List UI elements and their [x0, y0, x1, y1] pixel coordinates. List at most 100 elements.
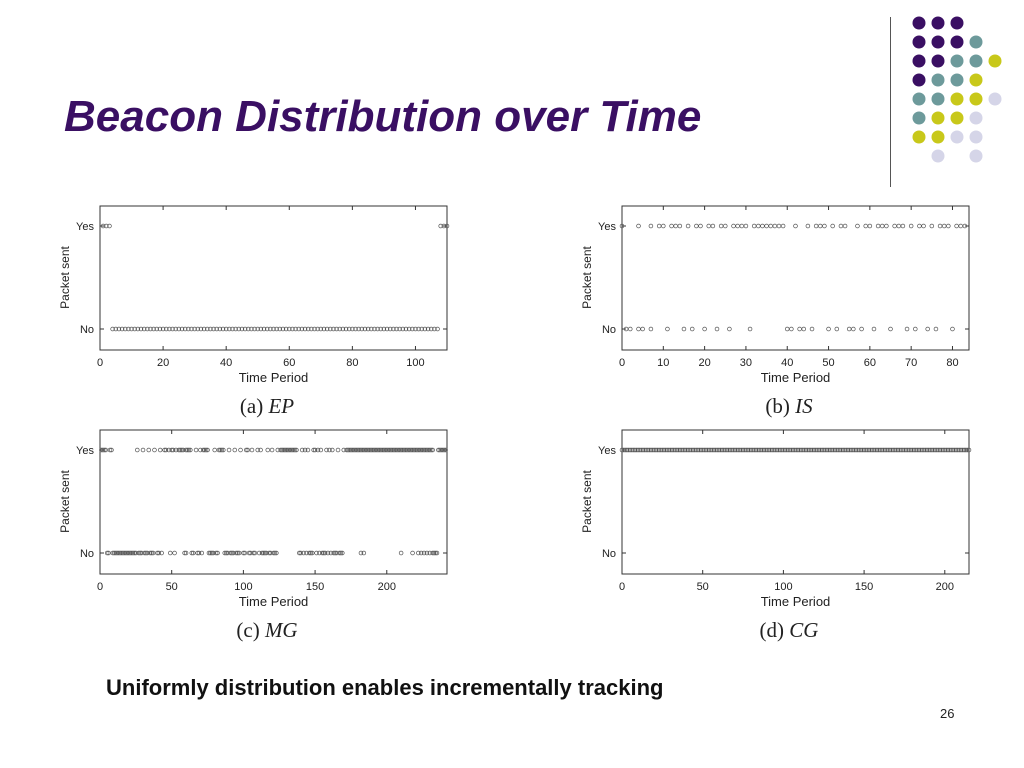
y-tick-label: No [80, 548, 94, 560]
data-point [744, 447, 749, 453]
data-point [731, 223, 736, 229]
data-point [911, 447, 917, 453]
data-point [898, 447, 904, 453]
data-point [321, 550, 326, 556]
data-point [840, 447, 846, 453]
decorative-dot [950, 35, 964, 49]
x-tick-label: 60 [283, 357, 295, 369]
data-point [291, 447, 296, 453]
data-point [135, 326, 141, 332]
data-point [236, 550, 242, 556]
data-point [921, 223, 926, 229]
data-point [439, 447, 444, 453]
data-point [953, 447, 959, 453]
data-point [797, 326, 802, 332]
data-point [952, 447, 957, 453]
data-point [398, 550, 404, 556]
data-point [208, 326, 213, 332]
data-point [317, 550, 322, 556]
data-point [242, 550, 248, 556]
data-point [923, 447, 928, 453]
data-point [726, 447, 731, 453]
data-point [853, 447, 859, 453]
decorative-dot [912, 111, 926, 125]
y-tick-label: Yes [76, 445, 94, 457]
data-point [170, 447, 176, 453]
data-point [391, 326, 396, 332]
data-point [917, 223, 922, 229]
x-tick-label: 40 [220, 357, 232, 369]
chart-is: 0 10 20 30 40 50 60 70 80 No Yes Time Period Packet … [580, 205, 970, 385]
data-point [168, 550, 173, 556]
data-point [205, 326, 210, 332]
data-point [215, 550, 220, 556]
y-tick-label: No [602, 324, 616, 336]
decorative-dot [931, 73, 945, 87]
data-point [351, 447, 357, 453]
data-point [375, 447, 381, 453]
data-point [919, 447, 925, 453]
data-point [352, 447, 358, 453]
data-point [434, 550, 440, 556]
x-tick-label: 150 [855, 581, 873, 593]
data-point [957, 447, 962, 453]
data-point [669, 223, 674, 229]
x-tick-label: 100 [774, 581, 792, 593]
data-point [145, 326, 150, 332]
data-point [185, 447, 190, 453]
data-point [663, 447, 668, 453]
data-point [427, 447, 433, 453]
data-point [428, 447, 434, 453]
slide-title: Beacon Distribution over Time [64, 92, 702, 141]
data-point [873, 447, 878, 453]
data-point [884, 447, 889, 453]
data-point [221, 447, 226, 453]
data-point [789, 447, 794, 453]
data-point [760, 447, 765, 453]
data-point [198, 326, 204, 332]
chart-panel-ep: 0 20 40 60 80 100 No Yes Time Period Packet sent … [52, 198, 482, 418]
data-point [747, 447, 752, 453]
data-point [846, 326, 852, 332]
data-point [277, 326, 283, 332]
data-point [195, 326, 201, 332]
data-point [677, 447, 683, 453]
data-point [652, 447, 657, 453]
data-point [847, 447, 852, 453]
data-point [385, 447, 391, 453]
data-point [750, 447, 755, 453]
data-point [292, 447, 298, 453]
data-point [753, 447, 759, 453]
data-point [112, 550, 117, 556]
data-point [365, 326, 371, 332]
data-point [708, 447, 714, 453]
plot-frame [621, 205, 970, 351]
data-point [337, 550, 342, 556]
data-point [299, 447, 305, 453]
data-point [866, 447, 872, 453]
data-point [350, 326, 355, 332]
data-point [934, 447, 939, 453]
data-point [116, 550, 121, 556]
data-point [249, 326, 254, 332]
data-point [259, 550, 265, 556]
data-point [283, 326, 289, 332]
data-point [627, 447, 633, 453]
caption-tag: EP [268, 394, 295, 418]
data-point [821, 447, 826, 453]
data-point [201, 326, 207, 332]
caption-tag: MG [264, 618, 298, 642]
data-point [110, 550, 116, 556]
data-point [104, 550, 110, 556]
data-point [308, 550, 314, 556]
data-point [209, 550, 215, 556]
data-point [695, 447, 701, 453]
data-point [143, 550, 149, 556]
data-point [681, 326, 687, 332]
decorative-dot [969, 92, 983, 106]
data-point [697, 447, 702, 453]
data-point [289, 447, 295, 453]
data-point [661, 447, 667, 453]
data-point [896, 223, 902, 229]
data-point [367, 447, 372, 453]
